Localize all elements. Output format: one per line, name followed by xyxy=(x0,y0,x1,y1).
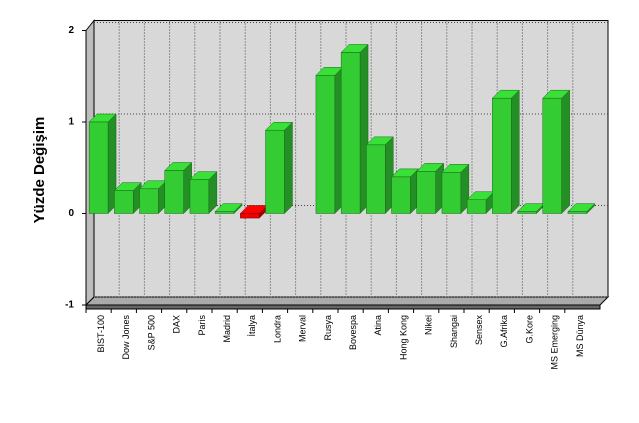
x-tick-label: MS Emerging xyxy=(550,315,560,370)
x-tick-label: Madrid xyxy=(222,315,232,343)
x-tick-label: Londra xyxy=(272,315,282,343)
x-tick-label: Hong Kong xyxy=(398,315,408,360)
x-tick-label: S&P 500 xyxy=(146,315,156,350)
x-tick-label: Shangai xyxy=(449,315,459,348)
bar xyxy=(567,211,588,214)
x-tick-label: MS Dünya xyxy=(575,315,585,357)
bar xyxy=(88,121,109,214)
bar xyxy=(340,52,361,214)
x-tick-label: Nikei xyxy=(424,315,434,335)
bar xyxy=(114,190,134,214)
x-tick-label: G.Kore xyxy=(524,315,534,344)
bar xyxy=(265,129,285,214)
bar xyxy=(240,213,260,219)
bar-side xyxy=(561,89,570,215)
bar xyxy=(366,144,386,214)
bar xyxy=(466,199,487,214)
bar xyxy=(189,179,210,214)
bar-side xyxy=(511,89,520,215)
y-tick-label: -1 xyxy=(65,300,74,311)
bar xyxy=(391,176,411,214)
x-tick-label: Paris xyxy=(197,315,207,336)
bar xyxy=(492,97,512,214)
x-tick-label: G.Afrika xyxy=(499,315,509,348)
x-tick-label: İtalya xyxy=(247,315,257,337)
floor-edge xyxy=(85,304,601,310)
bar xyxy=(214,211,235,214)
bar-side xyxy=(284,121,293,215)
y-axis-title: Yüzde Değişim xyxy=(31,117,48,224)
bar xyxy=(416,171,436,214)
bar xyxy=(517,211,537,214)
x-tick-label: DAX xyxy=(172,315,182,334)
x-tick-label: Merval xyxy=(298,315,308,342)
x-tick-label: Sensex xyxy=(474,315,484,346)
x-tick-label: BIST-100 xyxy=(96,315,106,353)
y-tick-label: 0 xyxy=(68,208,74,219)
x-tick-label: Atina xyxy=(373,315,383,336)
y-tick-label: 1 xyxy=(68,117,74,128)
x-tick-label: Rusya xyxy=(323,315,333,341)
x-tick-label: Bovespa xyxy=(348,315,358,350)
floor xyxy=(84,296,610,306)
bar xyxy=(164,170,184,214)
bar xyxy=(542,97,562,214)
y-tick-label: 2 xyxy=(68,25,74,36)
bar xyxy=(441,172,462,214)
bar xyxy=(139,188,159,214)
bar xyxy=(315,75,336,214)
x-tick-label: Dow Jones xyxy=(121,315,131,360)
